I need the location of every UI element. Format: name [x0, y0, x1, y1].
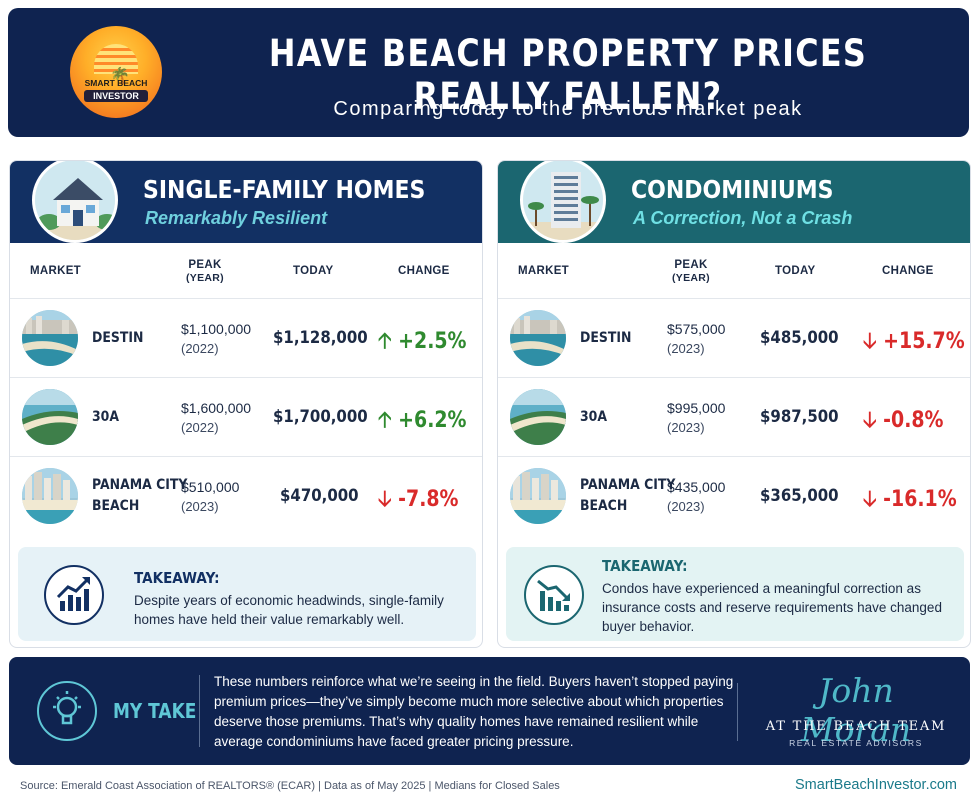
divider: [737, 683, 738, 741]
today-value: $470,000: [280, 486, 359, 506]
today-value: $1,700,000: [273, 407, 368, 427]
col-change: CHANGE: [398, 265, 450, 277]
arrow-down-icon: 🡣: [863, 487, 877, 512]
table-row: PANAMA CITY BEACH $435,000 (2023) $365,000…: [498, 457, 970, 536]
page-title: HAVE BEACH PROPERTY PRICES REALLY FALLEN…: [268, 32, 868, 118]
col-change: CHANGE: [882, 265, 934, 277]
col-today: TODAY: [293, 265, 334, 277]
divider: [199, 675, 200, 747]
house-icon: [32, 161, 118, 243]
takeaway-heading: TAKEAWAY:: [134, 569, 220, 587]
arrow-down-icon: 🡣: [378, 487, 392, 512]
palm-tree-icon: 🌴: [110, 68, 130, 85]
change-value: 🡣 -7.8%: [378, 487, 459, 512]
table-row: 30A $1,600,000 (2022) $1,700,000 🡡 +6.2%: [10, 378, 482, 457]
market-name: PANAMA CITY BEACH: [580, 477, 676, 514]
col-market: MARKET: [518, 265, 569, 277]
lightbulb-icon: [37, 681, 97, 741]
today-value: $987,500: [760, 407, 839, 427]
panama-city-beach-photo: [510, 468, 566, 524]
my-take-text: These numbers reinforce what we’re seein…: [214, 674, 734, 749]
peak-value: $510,000 (2023): [181, 479, 240, 514]
30a-photo: [22, 389, 78, 445]
arrow-up-icon: 🡡: [378, 329, 392, 354]
takeaway-box: TAKEAWAY: Condos have experienced a mean…: [506, 547, 964, 641]
peak-value: $435,000 (2023): [667, 479, 726, 514]
change-value: 🡣 +15.7%: [863, 329, 965, 354]
column-headers: MARKET PEAK (YEAR) TODAY CHANGE: [498, 243, 970, 299]
col-today: TODAY: [775, 265, 816, 277]
arrow-up-icon: 🡡: [378, 408, 392, 433]
panel-tagline: Remarkably Resilient: [145, 208, 328, 228]
panel-title: CONDOMINIUMS: [631, 175, 834, 204]
col-market: MARKET: [30, 265, 81, 277]
destin-photo: [510, 310, 566, 366]
col-peak: PEAK (YEAR): [672, 259, 710, 284]
source-footnote: Source: Emerald Coast Association of REA…: [20, 780, 560, 792]
column-headers: MARKET PEAK (YEAR) TODAY CHANGE: [10, 243, 482, 299]
panama-city-beach-photo: [22, 468, 78, 524]
today-value: $365,000: [760, 486, 839, 506]
change-value: 🡡 +2.5%: [378, 329, 467, 354]
panel-tagline: A Correction, Not a Crash: [633, 208, 853, 228]
table-row: DESTIN $575,000 (2023) $485,000 🡣 +15.7%: [498, 299, 970, 378]
arrow-down-icon: 🡣: [863, 329, 877, 354]
my-take-banner: MY TAKE These numbers reinforce what we’…: [9, 657, 970, 765]
peak-value: $1,600,000 (2022): [181, 400, 252, 435]
condominiums-header: CONDOMINIUMS A Correction, Not a Crash: [498, 161, 970, 243]
chart-trending-up-icon: [44, 565, 104, 625]
peak-value: $995,000 (2023): [667, 400, 726, 435]
team-name: AT THE BEACH TEAM: [765, 719, 947, 734]
peak-value: $575,000 (2023): [667, 321, 726, 356]
team-tagline: REAL ESTATE ADVISORS: [789, 738, 923, 748]
smart-beach-investor-logo: 🌴 SMART BEACH INVESTOR: [70, 26, 162, 118]
table-row: PANAMA CITY BEACH $510,000 (2023) $470,000…: [10, 457, 482, 536]
market-name: PANAMA CITY BEACH: [92, 477, 188, 514]
change-value: 🡣 -0.8%: [863, 408, 944, 433]
change-value: 🡡 +6.2%: [378, 408, 467, 433]
destin-photo: [22, 310, 78, 366]
header-banner: 🌴 SMART BEACH INVESTOR HAVE BEACH PROPER…: [8, 8, 969, 137]
my-take-label: MY TAKE: [113, 699, 197, 723]
table-row: DESTIN $1,100,000 (2022) $1,128,000 🡡 +2.…: [10, 299, 482, 378]
today-value: $1,128,000: [273, 328, 368, 348]
change-value: 🡣 -16.1%: [863, 487, 957, 512]
single-family-header: SINGLE-FAMILY HOMES Remarkably Resilient: [10, 161, 482, 243]
market-name: DESTIN: [92, 330, 144, 346]
takeaway-box: TAKEAWAY: Despite years of economic head…: [18, 547, 476, 641]
takeaway-text: Condos have experienced a meaningful cor…: [602, 581, 942, 634]
peak-value: $1,100,000 (2022): [181, 321, 252, 356]
col-peak: PEAK (YEAR): [186, 259, 224, 284]
chart-trending-down-icon: [524, 565, 584, 625]
website-link[interactable]: SmartBeachInvestor.com: [795, 777, 957, 793]
panel-title: SINGLE-FAMILY HOMES: [143, 175, 426, 204]
condominiums-panel: CONDOMINIUMS A Correction, Not a Crash M…: [497, 160, 971, 648]
takeaway-heading: TAKEAWAY:: [602, 557, 688, 575]
market-name: 30A: [580, 409, 608, 425]
single-family-panel: SINGLE-FAMILY HOMES Remarkably Resilient…: [9, 160, 483, 648]
table-row: 30A $995,000 (2023) $987,500 🡣 -0.8%: [498, 378, 970, 457]
takeaway-text: Despite years of economic headwinds, sin…: [134, 593, 444, 627]
today-value: $485,000: [760, 328, 839, 348]
market-name: DESTIN: [580, 330, 632, 346]
arrow-down-icon: 🡣: [863, 408, 877, 433]
condo-building-icon: [520, 161, 606, 243]
page-subtitle: Comparing today to the previous market p…: [333, 98, 803, 120]
30a-photo: [510, 389, 566, 445]
market-name: 30A: [92, 409, 120, 425]
signature: John Moran: [800, 671, 912, 749]
